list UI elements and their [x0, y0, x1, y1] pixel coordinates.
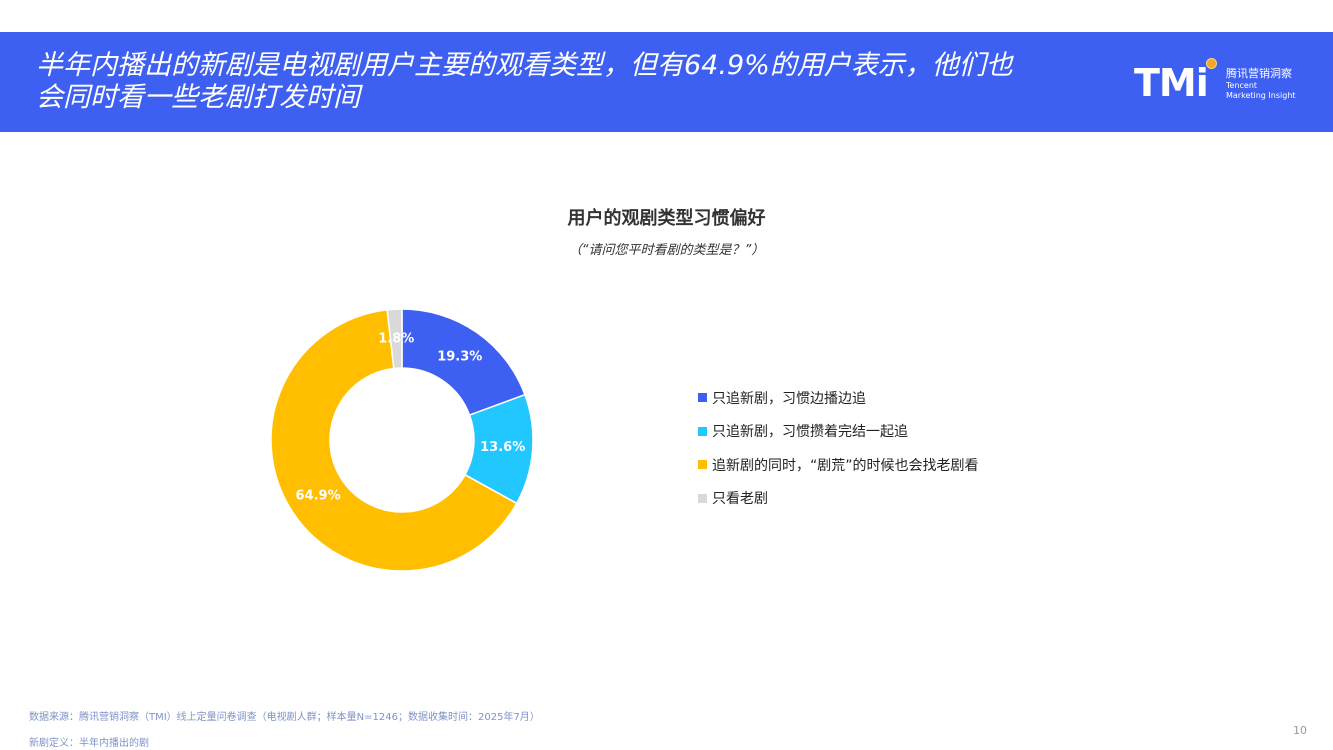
- logo-mark: TMi: [1134, 61, 1209, 105]
- legend-label-4: 只看老剧: [712, 491, 768, 508]
- chart-subtitle: （“请问您平时看剧的类型是？”）: [568, 243, 765, 258]
- legend-swatch-2: [698, 426, 707, 436]
- legend-item-1: 只追新剧，习惯边播边追: [698, 381, 979, 415]
- logo-name-cn: 腾讯营销洞察: [1226, 67, 1292, 80]
- tmi-logo: TMi 腾讯营销洞察 Tencent Marketing Insight: [1134, 58, 1296, 108]
- legend-item-4: 只看老剧: [698, 482, 979, 516]
- legend-item-2: 只追新剧，习惯攒着完结一起追: [698, 415, 979, 449]
- legend-label-3: 追新剧的同时，“剧荒”的时候也会找老剧看: [712, 457, 979, 474]
- legend-item-3: 追新剧的同时，“剧荒”的时候也会找老剧看: [698, 448, 979, 482]
- chart-legend: 只追新剧，习惯边播边追只追新剧，习惯攒着完结一起追追新剧的同时，“剧荒”的时候也…: [698, 381, 979, 515]
- legend-swatch-1: [698, 393, 707, 403]
- donut-label-3: 64.9%: [296, 489, 341, 504]
- donut-slice-4: [386, 308, 403, 370]
- logo-text: 腾讯营销洞察 Tencent Marketing Insight: [1226, 67, 1296, 101]
- header-banner: 半年内播出的新剧是电视剧用户主要的观看类型，但有64.9%的用户表示，他们也 会…: [0, 32, 1333, 132]
- legend-label-1: 只追新剧，习惯边播边追: [712, 390, 866, 407]
- logo-name-en-1: Tencent: [1226, 81, 1258, 90]
- page-title-line-1: 半年内播出的新剧是电视剧用户主要的观看类型，但有64.9%的用户表示，他们也: [36, 50, 1013, 81]
- donut-label-4: 1.8%: [378, 332, 414, 347]
- legend-label-2: 只追新剧，习惯攒着完结一起追: [712, 424, 908, 441]
- page-title-line-2: 会同时看一些老剧打发时间: [36, 82, 360, 113]
- page-title: 半年内播出的新剧是电视剧用户主要的观看类型，但有64.9%的用户表示，他们也 会…: [36, 50, 1076, 114]
- donut-chart: 19.3% 13.6% 64.9% 1.8%: [270, 308, 534, 572]
- donut-label-1: 19.3%: [437, 350, 482, 365]
- legend-swatch-3: [698, 460, 707, 470]
- donut-slice-3: [270, 309, 518, 572]
- legend-swatch-4: [698, 493, 707, 503]
- logo-dot-icon: [1206, 58, 1217, 69]
- donut-label-2: 13.6%: [480, 440, 525, 455]
- chart-title: 用户的观剧类型习惯偏好: [567, 208, 766, 229]
- footer-source: 数据来源：腾讯营销洞察（TMI）线上定量问卷调查（电视剧人群；样本量N=1246…: [29, 712, 540, 723]
- logo-name-en-2: Marketing Insight: [1226, 91, 1296, 100]
- page-number: 10: [1293, 724, 1307, 737]
- footer-definition: 新剧定义：半年内播出的剧: [29, 738, 149, 749]
